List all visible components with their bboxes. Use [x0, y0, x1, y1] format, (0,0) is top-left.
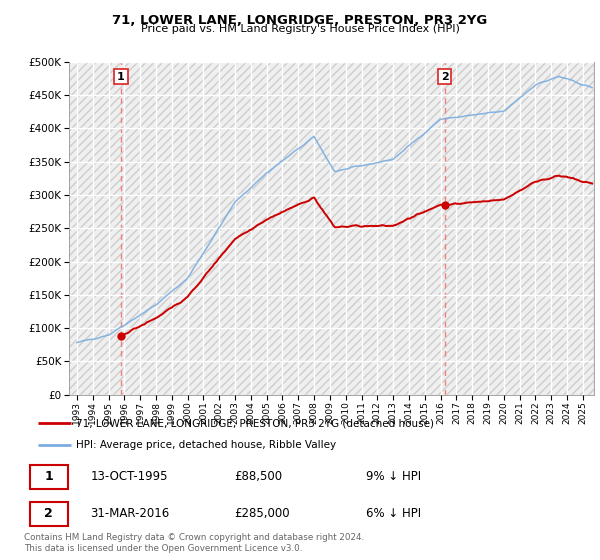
Text: 6% ↓ HPI: 6% ↓ HPI: [366, 507, 421, 520]
FancyBboxPatch shape: [29, 502, 68, 526]
Text: 71, LOWER LANE, LONGRIDGE, PRESTON, PR3 2YG (detached house): 71, LOWER LANE, LONGRIDGE, PRESTON, PR3 …: [76, 418, 434, 428]
Text: 2: 2: [440, 72, 448, 82]
Text: HPI: Average price, detached house, Ribble Valley: HPI: Average price, detached house, Ribb…: [76, 440, 337, 450]
Text: 2: 2: [44, 507, 53, 520]
Text: 71, LOWER LANE, LONGRIDGE, PRESTON, PR3 2YG: 71, LOWER LANE, LONGRIDGE, PRESTON, PR3 …: [112, 14, 488, 27]
Text: 1: 1: [117, 72, 125, 82]
Text: 13-OCT-1995: 13-OCT-1995: [90, 470, 168, 483]
Text: 31-MAR-2016: 31-MAR-2016: [90, 507, 169, 520]
Text: £88,500: £88,500: [234, 470, 282, 483]
Text: 9% ↓ HPI: 9% ↓ HPI: [366, 470, 421, 483]
Text: £285,000: £285,000: [234, 507, 289, 520]
FancyBboxPatch shape: [29, 465, 68, 488]
Text: 1: 1: [44, 470, 53, 483]
Text: Price paid vs. HM Land Registry's House Price Index (HPI): Price paid vs. HM Land Registry's House …: [140, 24, 460, 34]
Text: Contains HM Land Registry data © Crown copyright and database right 2024.
This d: Contains HM Land Registry data © Crown c…: [24, 533, 364, 553]
